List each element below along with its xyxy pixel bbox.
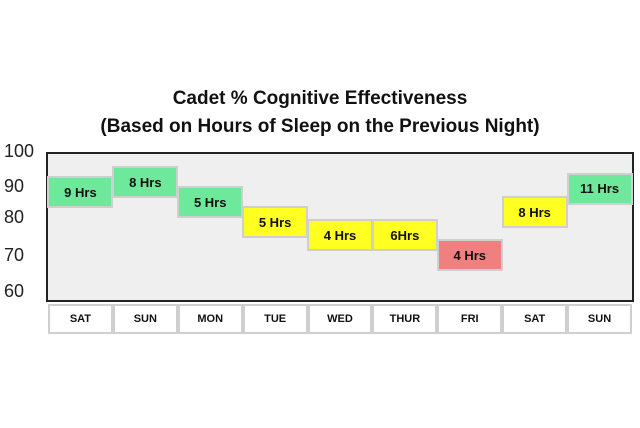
data-box-5: 4 Hrs [307, 219, 373, 252]
data-box-1: 9 Hrs [47, 176, 114, 208]
y-tick-70: 70 [4, 245, 25, 265]
data-box-3: 5 Hrs [177, 186, 244, 218]
data-box-7: 4 Hrs [436, 239, 503, 272]
x-tick-3: MON [177, 304, 243, 334]
y-tick-60: 60 [4, 281, 25, 301]
data-box-9: 11 Hrs [566, 172, 633, 205]
x-tick-6: THUR [372, 304, 438, 334]
x-tick-4: TUE [242, 304, 308, 334]
x-tick-1: SAT [48, 304, 113, 334]
x-tick-8: SAT [502, 304, 568, 334]
x-tick-7: FRI [437, 304, 503, 334]
data-box-4: 5 Hrs [242, 206, 309, 238]
x-tick-5: WED [307, 304, 373, 334]
data-box-6: 6Hrs [371, 219, 438, 252]
chart-title: Cadet % Cognitive Effectiveness [172, 88, 468, 109]
x-tick-9: SUN [567, 304, 632, 334]
data-box-2: 8 Hrs [112, 166, 179, 198]
y-tick-90: 90 [4, 176, 25, 196]
x-tick-2: SUN [112, 304, 178, 334]
y-tick-100: 100 [4, 141, 35, 161]
y-tick-80: 80 [4, 207, 25, 227]
data-box-8: 8 Hrs [501, 196, 568, 228]
chart-subtitle: (Based on Hours of Sleep on the Previous… [100, 116, 540, 137]
